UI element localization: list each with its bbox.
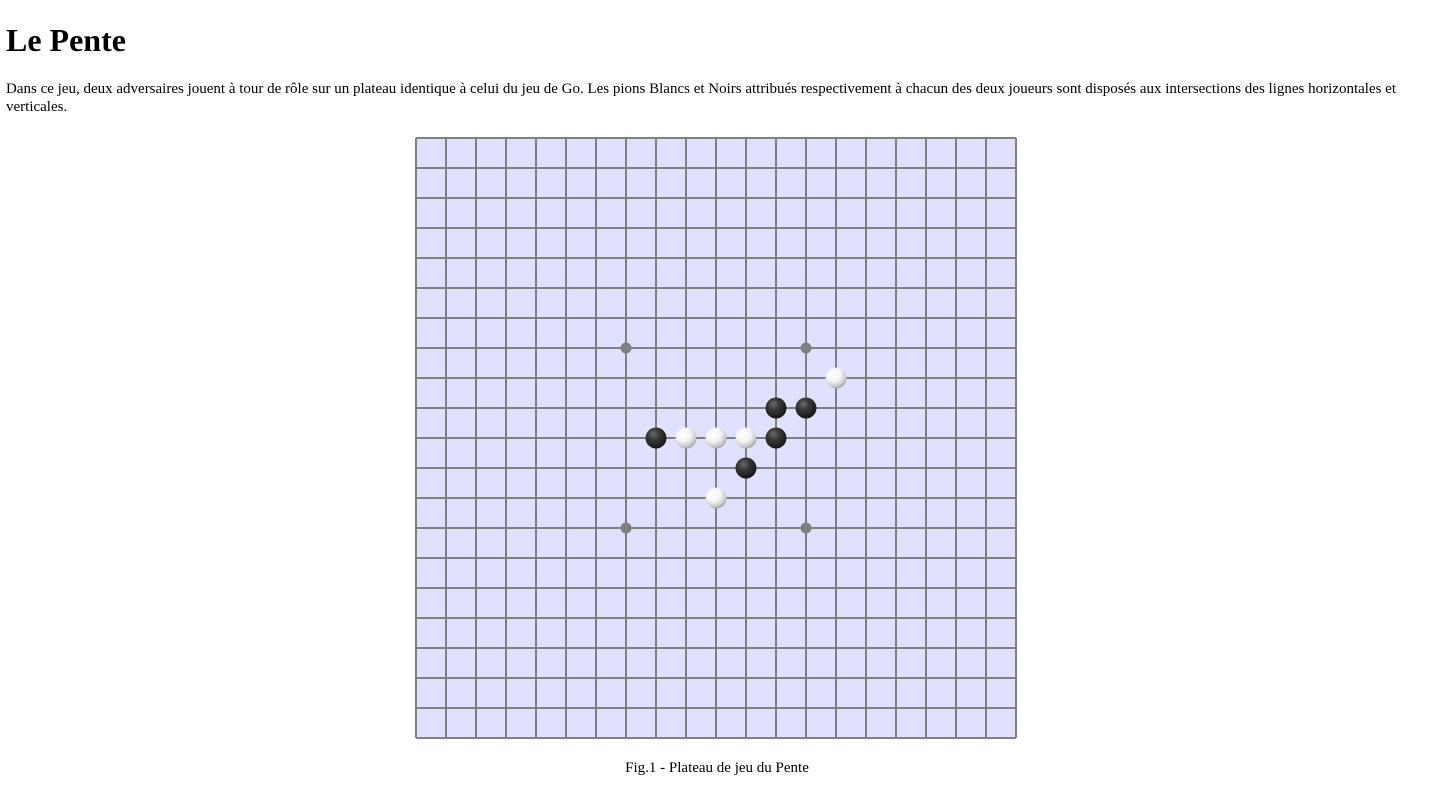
black-stone[interactable] [735, 457, 757, 479]
star-point [620, 522, 632, 534]
intro-paragraph: Dans ce jeu, deux adversaires jouent à t… [6, 81, 1397, 115]
black-stone[interactable] [645, 427, 667, 449]
page-title: Le Pente [6, 22, 126, 58]
star-points [620, 342, 812, 534]
white-stone[interactable] [825, 367, 847, 389]
pente-board[interactable] [415, 137, 1017, 739]
white-stone[interactable] [705, 427, 727, 449]
star-point [800, 342, 812, 354]
black-stone[interactable] [795, 397, 817, 419]
board-canvas[interactable] [415, 137, 1017, 739]
black-stone[interactable] [765, 397, 787, 419]
stones-layer [645, 367, 847, 509]
star-point [620, 342, 632, 354]
black-stone[interactable] [765, 427, 787, 449]
white-stone[interactable] [705, 487, 727, 509]
white-stone[interactable] [675, 427, 697, 449]
figure-caption: Fig.1 - Plateau de jeu du Pente [625, 760, 809, 776]
star-point [800, 522, 812, 534]
white-stone[interactable] [735, 427, 757, 449]
